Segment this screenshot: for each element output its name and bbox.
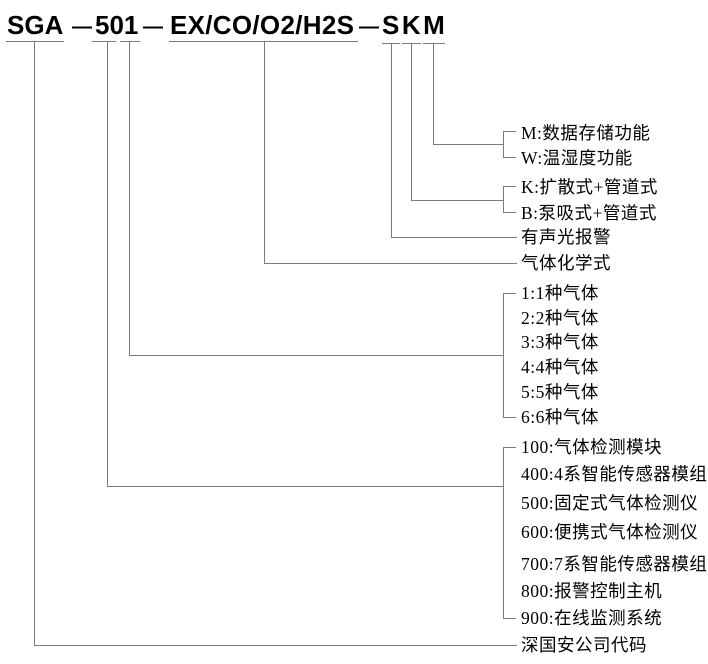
label-gas-count-4: 4:4种气体 [521,357,599,377]
model-segment-company: SGA [7,10,64,40]
separator-dash-1: — [72,16,92,38]
connector-gas-count [129,355,503,356]
label-series-700: 700:7系智能传感器模组 [521,554,708,574]
connector-series [107,486,503,487]
label-sampling-b: B:泵吸式+管道式 [521,203,657,223]
label-gas-count-1: 1:1种气体 [521,283,599,303]
bracket-gas-count-tick-top [503,293,516,294]
label-series-600: 600:便携式气体检测仪 [521,522,699,542]
label-gas-count-2: 2:2种气体 [521,308,599,328]
drop-line-alarm [391,43,392,237]
model-segment-options: SKM [382,10,448,40]
connector-company [34,645,517,646]
bracket-sampling-tick-bottom [503,212,516,213]
separator-dash-2: — [143,16,163,38]
label-function-m: M:数据存储功能 [521,123,651,143]
drop-line-sampling [411,43,412,200]
drop-line-function [433,43,434,144]
underline-formula [169,41,358,42]
label-series-400: 400:4系智能传感器模组 [521,464,708,484]
label-gas-count-5: 5:5种气体 [521,382,599,402]
model-segment-series: 501 [95,10,139,40]
bracket-series-tick-top [503,447,516,448]
drop-line-series [107,41,108,486]
label-sampling-k: K:扩散式+管道式 [521,177,658,197]
label-gas-formula: 气体化学式 [521,253,611,273]
bracket-series [503,447,504,619]
bracket-gas-count [503,293,504,418]
drop-line-company [34,41,35,645]
bracket-series-tick-bottom [503,618,516,619]
label-company-code: 深国安公司代码 [521,635,647,655]
connector-sampling [411,200,503,201]
label-series-800: 800:报警控制主机 [521,581,663,601]
bracket-sampling [503,186,504,213]
separator-dash-3: — [359,16,379,38]
connector-formula [264,263,517,264]
label-alarm: 有声光报警 [521,227,611,247]
label-gas-count-3: 3:3种气体 [521,332,599,352]
label-gas-count-6: 6:6种气体 [521,407,599,427]
label-series-900: 900:在线监测系统 [521,608,663,628]
bracket-function-tick-top [503,131,516,132]
label-series-100: 100:气体检测模块 [521,437,663,457]
drop-line-gas-count [129,41,130,355]
bracket-sampling-tick-top [503,186,516,187]
connector-alarm [391,237,517,238]
bracket-function [503,131,504,158]
label-function-w: W:温湿度功能 [521,148,633,168]
underline-function [423,43,445,44]
underline-series [92,41,116,42]
connector-function [433,144,503,145]
underline-gas-count [120,41,140,42]
drop-line-formula [264,41,265,263]
bracket-gas-count-tick-bottom [503,417,516,418]
bracket-function-tick-bottom [503,157,516,158]
model-segment-gas-formula: EX/CO/O2/H2S [170,10,355,40]
label-series-500: 500:固定式气体检测仪 [521,493,699,513]
underline-company [6,41,64,42]
